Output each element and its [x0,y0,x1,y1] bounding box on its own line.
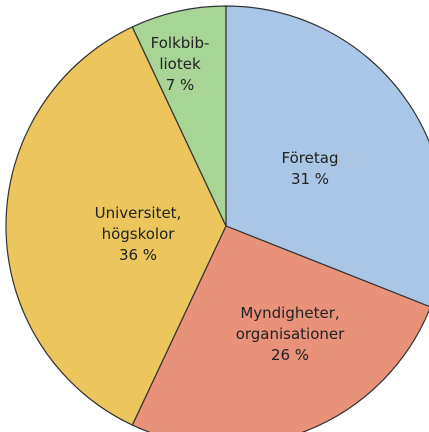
label-line: Myndigheter, [240,304,339,322]
label-line: Folkbib- [151,34,210,52]
pie-slice [225,5,429,308]
value-label: 7 % [166,76,195,94]
slice-label: Myndigheter, organisationer 26 % [236,304,345,364]
label-line: Företag [282,149,339,167]
label-line: högskolor [102,225,176,243]
label-line: liotek [159,55,201,73]
value-label: 26 % [271,346,309,364]
value-label: 36 % [119,246,157,264]
slice-label: Företag 31 % [282,149,339,188]
pie-slice [131,5,227,227]
slice-label: Folkbib-liotek 7 % [151,34,210,94]
slice-label: Universitet, högskolor 36 % [95,204,182,264]
pie-slice [131,225,429,432]
label-line: Universitet, [95,204,182,222]
label-line: organisationer [236,325,345,343]
value-label: 31 % [291,170,329,188]
pie-slice [5,26,227,426]
